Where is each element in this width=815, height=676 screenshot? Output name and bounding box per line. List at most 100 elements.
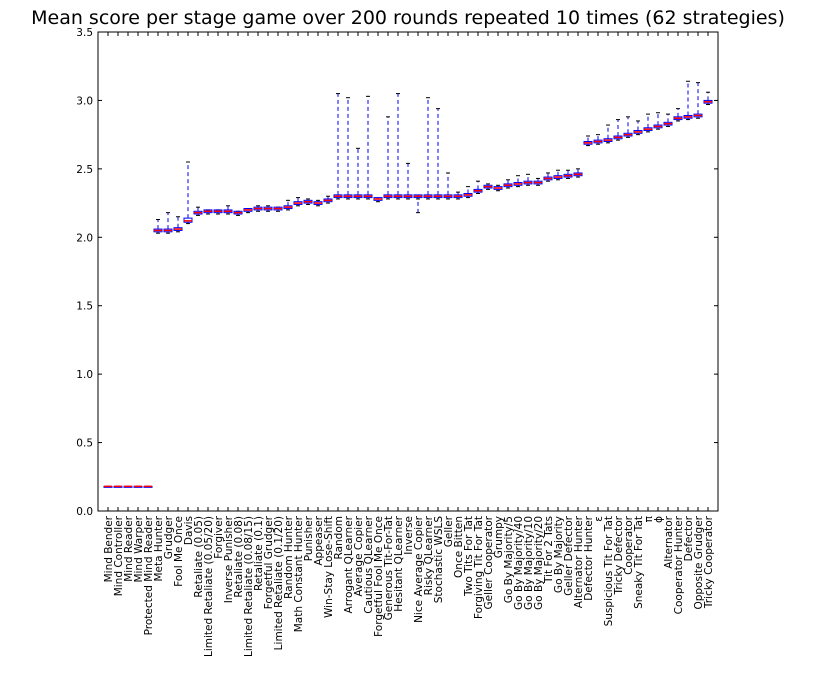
x-tick-label: Nice Average Copier xyxy=(413,515,425,623)
y-tick-label: 2.5 xyxy=(76,164,93,176)
box-56 xyxy=(663,113,673,127)
x-tick-label: Defector xyxy=(683,515,695,561)
box-32 xyxy=(423,97,433,200)
x-tick-label: Limited Retaliate (0.08/15) xyxy=(243,516,255,657)
x-tick-label: Tricky Cooperator xyxy=(703,515,715,609)
x-tick-label: Davis xyxy=(183,516,195,545)
x-tick-label: Geller xyxy=(443,515,455,547)
plot-area-frame xyxy=(97,31,719,512)
box-53 xyxy=(633,120,643,136)
box-1 xyxy=(113,485,123,488)
y-tick-label: 1.0 xyxy=(76,369,93,381)
box-28 xyxy=(383,116,393,200)
chart-title: Mean score per stage game over 200 round… xyxy=(31,7,785,29)
x-tick-label: Random Hunter xyxy=(283,515,295,599)
box-21 xyxy=(313,199,323,207)
box-20 xyxy=(303,198,313,205)
x-tick-label: Tit For 2 Tats xyxy=(543,516,555,584)
x-tick-label: Go By Majority/20 xyxy=(533,516,545,610)
x-tick-label: Cooperator xyxy=(623,515,635,575)
box-50 xyxy=(603,124,613,144)
x-tick-label: Average Copier xyxy=(353,515,365,596)
x-tick-label: Retaliate (0.08) xyxy=(233,516,245,598)
x-tick-label: Go By Majority/40 xyxy=(513,516,525,610)
box-3 xyxy=(133,485,143,488)
y-tick-label: 1.5 xyxy=(76,301,93,313)
box-series xyxy=(103,80,713,488)
box-25 xyxy=(353,147,363,200)
x-tick-label: Stochastic WSLS xyxy=(433,516,445,604)
x-tick-label: π xyxy=(643,515,655,522)
x-tick-label: Win-Stay Lose-Shift xyxy=(323,516,335,618)
x-tick-label: Cautious QLearner xyxy=(363,515,375,613)
box-7 xyxy=(173,216,183,233)
x-tick-label: Punisher xyxy=(303,515,315,561)
x-tick-label: Alternator xyxy=(663,515,675,568)
box-30 xyxy=(403,162,413,200)
y-tick-label: 0.5 xyxy=(76,438,93,450)
x-tick-label: Grumpy xyxy=(493,516,505,558)
box-44 xyxy=(543,172,553,182)
box-38 xyxy=(483,183,493,190)
box-55 xyxy=(653,112,663,130)
x-tick-label: Go By Majority xyxy=(553,516,565,593)
x-tick-label: Math Constant Hunter xyxy=(293,515,305,632)
box-41 xyxy=(513,175,523,188)
box-27 xyxy=(373,197,383,203)
x-tick-label: Cooperator Hunter xyxy=(673,515,685,614)
x-tick-label: Meta Hunter xyxy=(153,515,165,581)
x-tick-label: Forgiving Tit For Tat xyxy=(473,516,485,619)
box-51 xyxy=(613,119,623,141)
box-37 xyxy=(473,180,483,194)
box-22 xyxy=(323,195,333,204)
box-45 xyxy=(553,169,563,181)
box-24 xyxy=(343,97,353,200)
x-tick-label: Retaliate (0.05) xyxy=(193,516,205,598)
box-47 xyxy=(573,168,583,178)
box-43 xyxy=(533,177,543,186)
x-tick-label: Grudger xyxy=(163,515,175,559)
x-tick-label: Geller Cooperator xyxy=(483,515,495,609)
x-tick-label: Protected Mind Reader xyxy=(143,515,155,635)
x-tick-label: ϕ xyxy=(653,516,665,523)
box-23 xyxy=(333,93,343,200)
x-tick-label: Limited Retaliate (0.1/20) xyxy=(273,516,285,650)
y-tick-label: 3.0 xyxy=(76,95,93,107)
box-31 xyxy=(413,194,423,214)
box-0 xyxy=(103,485,113,488)
x-tick-label: Alternator Hunter xyxy=(573,515,585,608)
box-48 xyxy=(583,135,593,147)
x-tick-label: Once Bitten xyxy=(453,516,465,578)
box-8 xyxy=(183,161,193,225)
x-tick-label: Random xyxy=(333,516,345,559)
x-tick-label: Limited Retaliate (0.05/20) xyxy=(203,516,215,657)
box-40 xyxy=(503,179,513,189)
y-tick-label: 2.0 xyxy=(76,232,93,244)
box-16 xyxy=(263,205,273,212)
x-tick-label: Geller Defector xyxy=(563,515,575,596)
x-tick-label: Retaliate (0.1) xyxy=(253,516,265,591)
x-tick-label: Appeaser xyxy=(313,515,325,565)
y-tick-label: 0.0 xyxy=(76,506,93,518)
y-tick-label: 3.5 xyxy=(76,27,93,39)
box-54 xyxy=(643,113,653,133)
box-52 xyxy=(623,116,633,138)
box-12 xyxy=(223,205,233,215)
x-tick-label: Sneaky Tit For Tat xyxy=(633,516,645,609)
box-29 xyxy=(393,93,403,200)
box-13 xyxy=(233,210,243,216)
box-10 xyxy=(203,209,213,215)
box-17 xyxy=(273,206,283,212)
x-tick-label: Hesitant QLearner xyxy=(393,515,405,611)
box-5 xyxy=(153,218,163,234)
box-9 xyxy=(193,206,203,216)
x-tick-label: Forgiver xyxy=(213,515,225,558)
x-tick-label: Opposite Grudger xyxy=(693,515,705,609)
box-6 xyxy=(163,212,173,234)
box-19 xyxy=(293,197,303,207)
box-60 xyxy=(703,91,713,106)
x-tick-label: Arrogant QLearner xyxy=(343,515,355,613)
x-tick-label: Go By Majority/10 xyxy=(523,516,535,610)
